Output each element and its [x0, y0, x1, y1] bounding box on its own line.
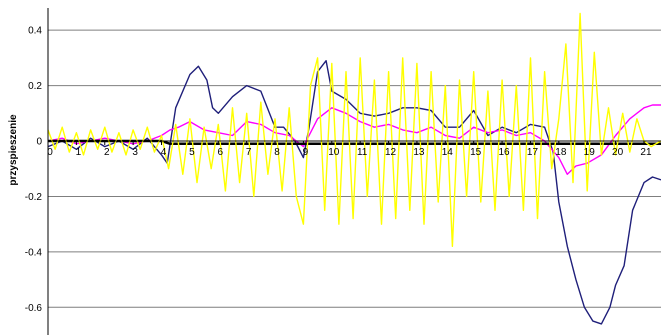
x-tick-label: 15	[470, 147, 482, 158]
x-tick-label: 3	[132, 147, 138, 158]
x-tick-label: 16	[499, 147, 511, 158]
x-tick-label: 17	[527, 147, 539, 158]
x-tick-label: 11	[357, 147, 368, 158]
series-line-0	[47, 60, 661, 325]
x-tick-label: 13	[413, 147, 425, 158]
x-tick-label: 6	[217, 147, 223, 158]
x-tick-label: 4	[161, 147, 167, 158]
x-tick-label: 20	[612, 147, 624, 158]
x-tick-label: 0	[47, 147, 53, 158]
x-tick-label: 21	[640, 147, 652, 158]
series-layer	[47, 12, 661, 325]
y-tick-label: -0.6	[25, 303, 43, 314]
x-tick-label: 8	[274, 147, 280, 158]
x-tick-label: 18	[555, 147, 567, 158]
y-tick-label: 0.2	[28, 81, 42, 92]
series-line-1	[47, 104, 661, 176]
y-tick-label: 0	[36, 137, 42, 148]
x-tick-label: 12	[385, 147, 397, 158]
x-tick-label: 19	[584, 147, 596, 158]
x-tick-label: 14	[442, 147, 454, 158]
x-tick-label: 9	[303, 147, 309, 158]
x-axis: 0 1 2 3 4 5 6 7 8 9 10 11 12 13 14 15 16 17 18 19 20 21	[47, 140, 661, 158]
y-tick-label: 0.4	[28, 26, 42, 37]
x-tick-label: 2	[104, 147, 110, 158]
y-tick-label: -0.2	[25, 192, 43, 203]
series-line-3	[47, 12, 661, 248]
x-tick-label: 7	[246, 147, 252, 158]
gridlines	[48, 29, 661, 308]
x-tick-label: 5	[189, 147, 195, 158]
y-tick-label: -0.4	[25, 247, 43, 258]
y-axis-label: przyspieszenie	[8, 114, 19, 186]
y-axis: 0.4 0.2 0 -0.2 -0.4 -0.6	[25, 8, 49, 335]
x-tick-label: 1	[76, 147, 82, 158]
x-tick-label: 10	[328, 147, 340, 158]
